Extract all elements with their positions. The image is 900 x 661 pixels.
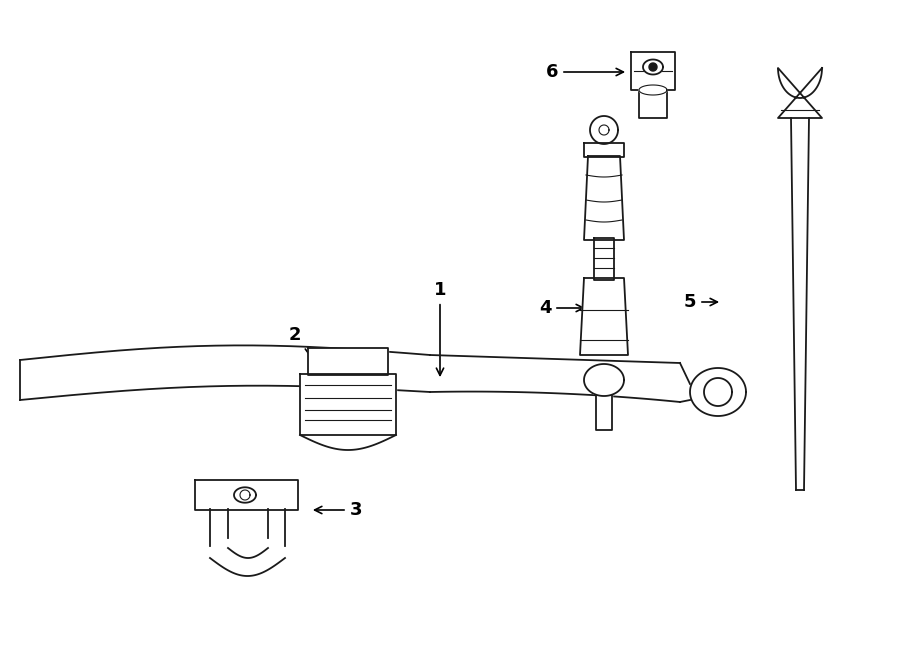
Polygon shape bbox=[584, 143, 624, 157]
Polygon shape bbox=[639, 90, 667, 118]
Polygon shape bbox=[643, 59, 663, 75]
Polygon shape bbox=[639, 85, 667, 95]
Polygon shape bbox=[234, 487, 256, 503]
Polygon shape bbox=[649, 63, 657, 71]
Polygon shape bbox=[584, 364, 624, 396]
Polygon shape bbox=[690, 368, 746, 416]
Polygon shape bbox=[20, 346, 430, 400]
Polygon shape bbox=[228, 509, 268, 553]
Polygon shape bbox=[791, 118, 809, 490]
Polygon shape bbox=[430, 355, 680, 402]
Text: 5: 5 bbox=[684, 293, 717, 311]
Polygon shape bbox=[195, 480, 298, 510]
Polygon shape bbox=[300, 435, 396, 450]
Polygon shape bbox=[631, 52, 675, 90]
Polygon shape bbox=[300, 374, 396, 435]
Text: 3: 3 bbox=[315, 501, 362, 519]
Text: 2: 2 bbox=[289, 326, 325, 376]
Polygon shape bbox=[596, 395, 612, 430]
Polygon shape bbox=[584, 156, 624, 240]
Polygon shape bbox=[308, 348, 388, 375]
Polygon shape bbox=[580, 278, 628, 355]
Polygon shape bbox=[778, 68, 822, 118]
Text: 1: 1 bbox=[434, 281, 446, 375]
Text: 6: 6 bbox=[545, 63, 624, 81]
Polygon shape bbox=[594, 238, 614, 280]
Text: 4: 4 bbox=[539, 299, 583, 317]
Polygon shape bbox=[590, 116, 618, 144]
